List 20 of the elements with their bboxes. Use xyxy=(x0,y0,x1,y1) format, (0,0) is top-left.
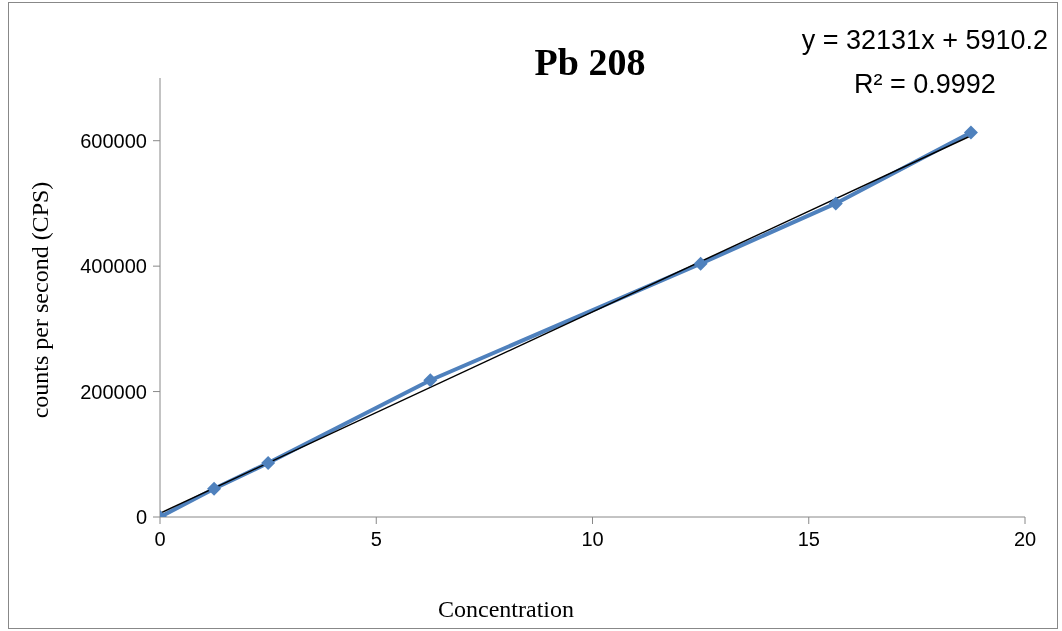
y-tick-label: 200000 xyxy=(80,380,147,403)
x-tick-label: 5 xyxy=(370,528,382,551)
point xyxy=(693,256,708,271)
point xyxy=(423,373,438,388)
y-axis-title: counts per second (CPS) xyxy=(26,181,54,419)
x-tick-label: 10 xyxy=(581,528,604,551)
chart-title: Pb 208 xyxy=(533,40,647,84)
y-tick-label: 0 xyxy=(135,506,147,529)
x-axis-title: Concentration xyxy=(438,596,574,623)
point xyxy=(828,196,843,211)
point xyxy=(261,456,276,471)
y-tick-label: 600000 xyxy=(80,129,147,152)
x-tick-label: 15 xyxy=(797,528,820,551)
x-tick-label: 20 xyxy=(1013,528,1037,551)
annotation: R² = 0.9992 xyxy=(852,68,997,101)
text: y = 32131x + 5910.2 xyxy=(801,24,1048,57)
x-tick-label: 0 xyxy=(154,528,166,551)
point xyxy=(207,481,222,496)
point xyxy=(963,125,978,140)
y-tick-label: 400000 xyxy=(80,255,147,278)
